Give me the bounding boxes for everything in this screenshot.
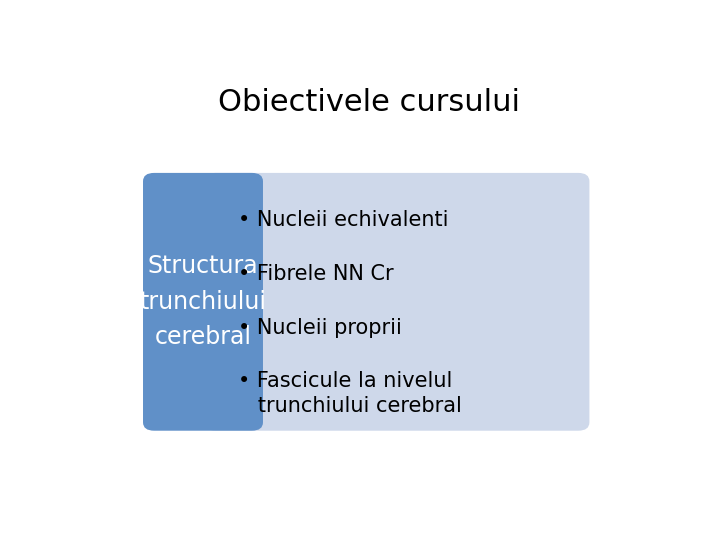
- Text: • Nucleii echivalenti: • Nucleii echivalenti: [238, 211, 449, 231]
- Text: • Fascicule la nivelul
   trunchiului cerebral: • Fascicule la nivelul trunchiului cereb…: [238, 371, 462, 416]
- Text: Structura
trunchiului
cerebral: Structura trunchiului cerebral: [140, 254, 266, 349]
- Text: Obiectivele cursului: Obiectivele cursului: [218, 87, 520, 117]
- Text: • Nucleii proprii: • Nucleii proprii: [238, 318, 402, 338]
- Text: • Fibrele NN Cr: • Fibrele NN Cr: [238, 264, 394, 284]
- FancyBboxPatch shape: [143, 173, 263, 431]
- FancyBboxPatch shape: [204, 173, 590, 431]
